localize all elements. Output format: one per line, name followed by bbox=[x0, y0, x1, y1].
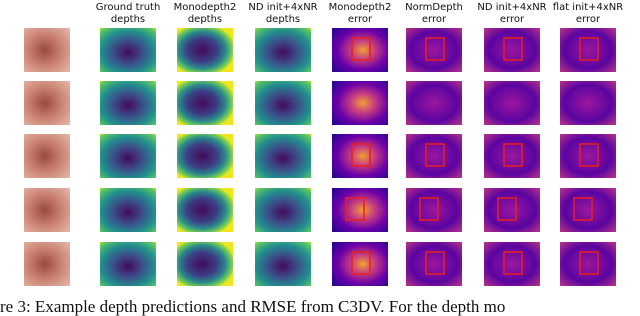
image-cell bbox=[100, 188, 156, 232]
image-cell bbox=[406, 188, 462, 232]
highlight-box bbox=[503, 251, 523, 275]
image-cell bbox=[406, 81, 462, 125]
image-cell bbox=[406, 242, 462, 286]
image-cell bbox=[484, 28, 540, 72]
image-cell bbox=[24, 81, 70, 125]
highlight-box bbox=[351, 37, 371, 61]
image-cell bbox=[100, 28, 156, 72]
highlight-box bbox=[579, 37, 599, 61]
highlight-box bbox=[579, 251, 599, 275]
image-cell bbox=[406, 134, 462, 178]
column-header: Monodepth2 bbox=[174, 2, 237, 13]
highlight-box bbox=[425, 143, 445, 167]
column-header: error bbox=[348, 14, 373, 25]
highlight-box bbox=[573, 197, 593, 221]
image-cell bbox=[560, 134, 616, 178]
image-cell bbox=[332, 81, 388, 125]
image-cell bbox=[332, 134, 388, 178]
highlight-box bbox=[351, 143, 371, 167]
column-header: ND init+4xNR bbox=[477, 2, 546, 13]
image-cell bbox=[332, 28, 388, 72]
column-header: error bbox=[576, 14, 601, 25]
image-cell bbox=[255, 134, 311, 178]
image-cell bbox=[560, 242, 616, 286]
image-cell bbox=[484, 134, 540, 178]
highlight-box bbox=[419, 197, 439, 221]
image-cell bbox=[177, 28, 233, 72]
column-header: depths bbox=[188, 14, 222, 25]
image-cell bbox=[24, 188, 70, 232]
column-header: Monodepth2 bbox=[329, 2, 392, 13]
highlight-box bbox=[503, 143, 523, 167]
image-cell bbox=[177, 134, 233, 178]
image-cell bbox=[24, 134, 70, 178]
image-cell bbox=[560, 28, 616, 72]
image-cell bbox=[100, 242, 156, 286]
image-cell bbox=[484, 242, 540, 286]
image-cell bbox=[255, 81, 311, 125]
image-cell bbox=[484, 188, 540, 232]
image-cell bbox=[24, 28, 70, 72]
image-cell bbox=[332, 242, 388, 286]
image-cell bbox=[100, 81, 156, 125]
image-cell bbox=[100, 134, 156, 178]
highlight-box bbox=[503, 37, 523, 61]
highlight-box bbox=[497, 197, 517, 221]
column-header: flat init+4xNR bbox=[553, 2, 623, 13]
caption: re 3: Example depth predictions and RMSE… bbox=[0, 297, 505, 316]
image-cell bbox=[255, 28, 311, 72]
column-header: depths bbox=[111, 14, 145, 25]
image-cell bbox=[560, 188, 616, 232]
image-cell bbox=[406, 28, 462, 72]
highlight-box bbox=[425, 37, 445, 61]
image-cell bbox=[24, 242, 70, 286]
highlight-box bbox=[579, 143, 599, 167]
highlight-box bbox=[351, 251, 371, 275]
image-cell bbox=[177, 81, 233, 125]
highlight-box bbox=[425, 251, 445, 275]
column-header: error bbox=[422, 14, 447, 25]
column-header: depths bbox=[266, 14, 300, 25]
column-header: Ground truth bbox=[96, 2, 161, 13]
image-cell bbox=[560, 81, 616, 125]
column-header: NormDepth bbox=[405, 2, 463, 13]
image-cell bbox=[484, 81, 540, 125]
image-cell bbox=[177, 242, 233, 286]
image-cell bbox=[255, 242, 311, 286]
image-cell bbox=[177, 188, 233, 232]
image-cell bbox=[332, 188, 388, 232]
column-header: ND init+4xNR bbox=[248, 2, 317, 13]
image-cell bbox=[255, 188, 311, 232]
highlight-box bbox=[345, 197, 365, 221]
column-header: error bbox=[500, 14, 525, 25]
